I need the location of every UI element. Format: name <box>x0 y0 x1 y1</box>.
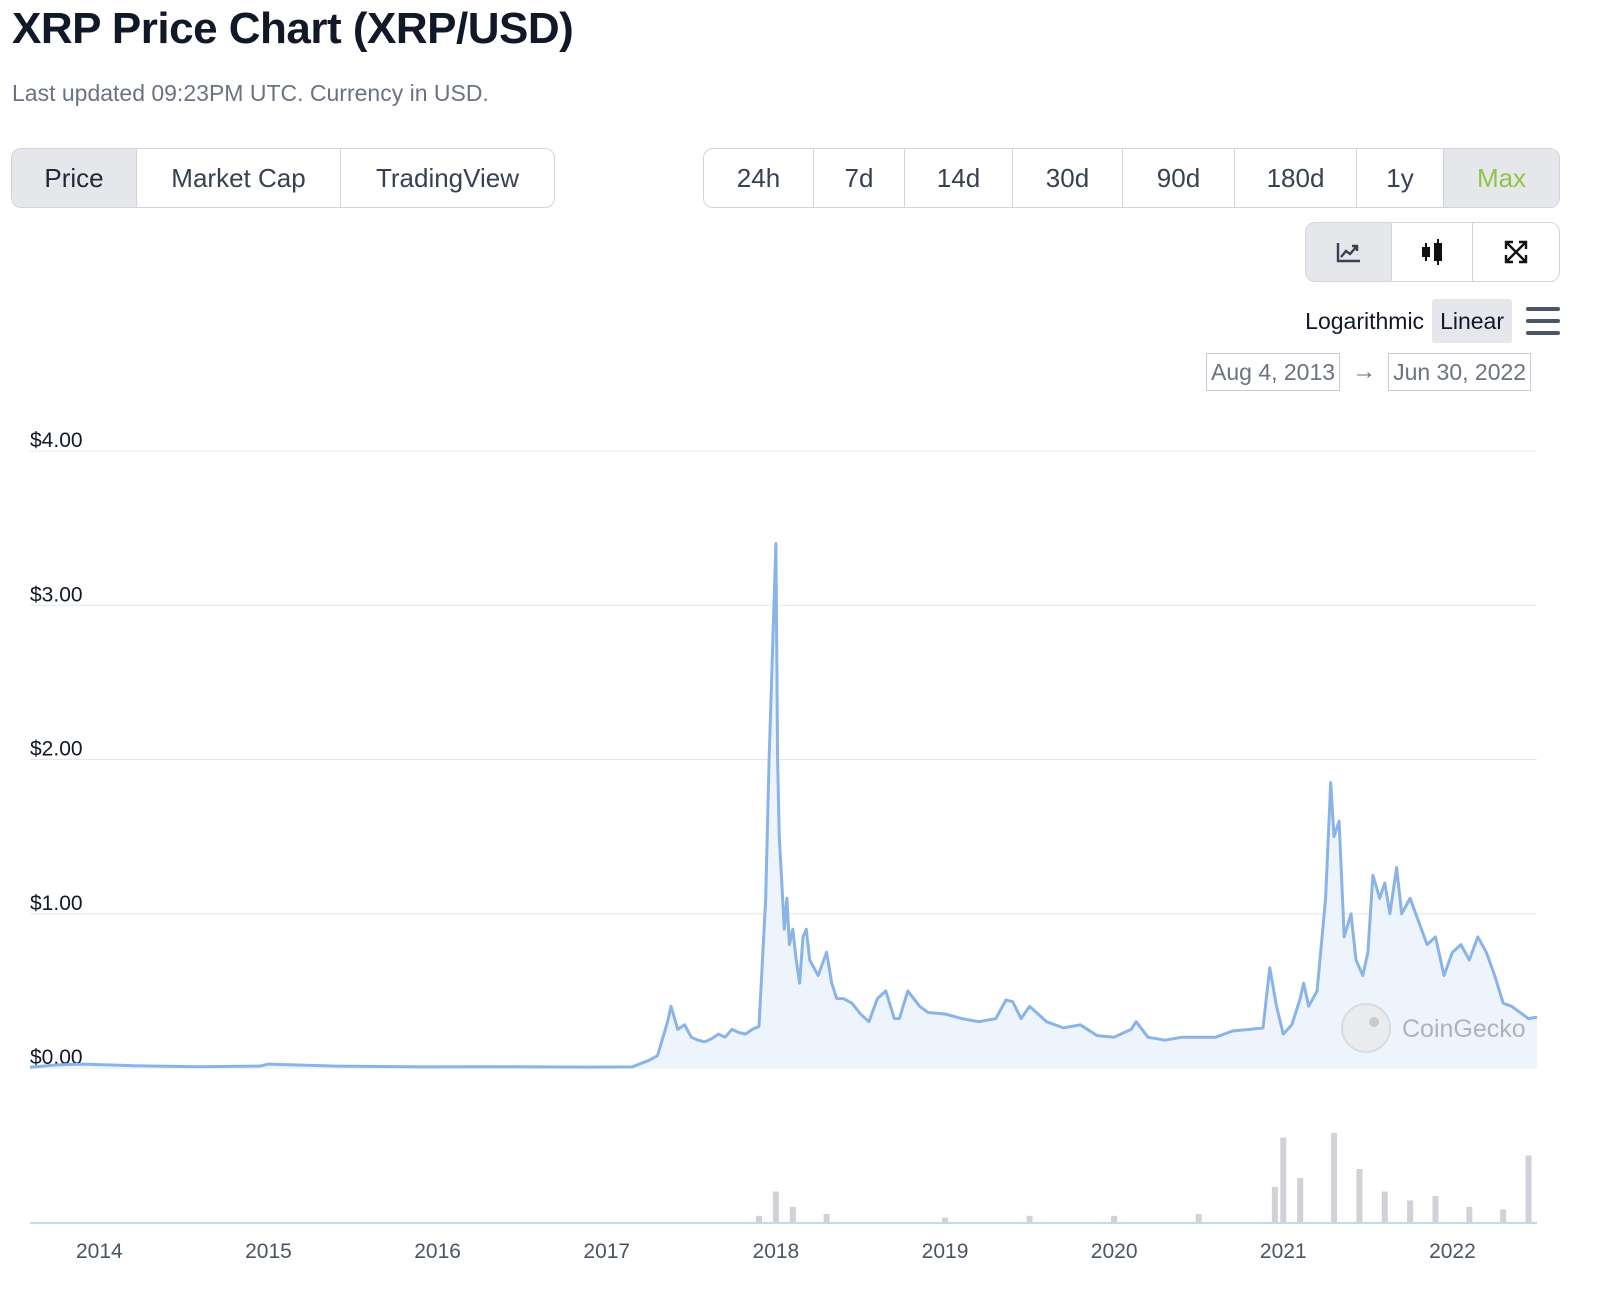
last-updated-text: Last updated 09:23PM UTC. Currency in US… <box>12 80 489 106</box>
price-line <box>29 542 1538 1069</box>
volume-bar <box>789 1206 796 1223</box>
range-1y-button[interactable]: 1y <box>1357 149 1444 207</box>
volume-bar <box>1331 1133 1338 1223</box>
x-tick-label: 2019 <box>922 1240 969 1263</box>
price-area <box>30 543 1537 1068</box>
arrow-right-icon: → <box>1352 358 1377 385</box>
range-24h-button[interactable]: 24h <box>704 149 814 207</box>
volume-bar <box>1432 1196 1439 1223</box>
volume-bar <box>1297 1178 1304 1223</box>
hamburger-menu-icon[interactable] <box>1526 307 1560 335</box>
volume-bar <box>823 1214 830 1223</box>
date-range: Aug 4, 2013 → Jun 30, 2022 <box>1206 352 1532 392</box>
volume-bar <box>1500 1209 1507 1223</box>
tab-tradingview[interactable]: TradingView <box>375 162 520 193</box>
watermark-text: CoinGecko <box>1402 1015 1526 1043</box>
scale-toggle: Logarithmic Linear <box>1297 298 1560 344</box>
range-30d-button[interactable]: 30d <box>1013 149 1123 207</box>
page-title: XRP Price Chart (XRP/USD) <box>12 4 574 53</box>
logarithmic-button[interactable]: Logarithmic <box>1305 307 1425 334</box>
metric-tab-group: Price Market Cap TradingView <box>11 148 555 208</box>
tab-price[interactable]: Price <box>12 149 137 207</box>
volume-bar <box>1280 1137 1287 1223</box>
volume-bar <box>942 1217 949 1223</box>
x-tick-label: 2016 <box>414 1240 461 1263</box>
volume-bar <box>1407 1200 1414 1223</box>
x-tick-label: 2020 <box>1091 1240 1138 1263</box>
x-tick-label: 2015 <box>245 1240 292 1263</box>
expand-icon <box>1504 240 1528 264</box>
y-axis-ticks: $0.00$1.00$2.00$3.00$4.00 <box>30 429 83 1069</box>
range-7d-button[interactable]: 7d <box>814 149 905 207</box>
chart-view-tab-group <box>1305 222 1560 282</box>
tab-market-cap[interactable]: Market Cap <box>137 149 341 207</box>
x-tick-label: 2018 <box>753 1240 800 1263</box>
linear-button[interactable]: Linear <box>1432 299 1512 343</box>
x-tick-label: 2021 <box>1260 1240 1307 1263</box>
volume-bar <box>755 1215 762 1223</box>
x-axis-ticks: 2014 2015 2016 2017 2018 2019 2020 2021 2022 <box>76 1240 1476 1263</box>
date-to-input[interactable]: Jun 30, 2022 <box>1388 353 1532 391</box>
line-chart-icon <box>1336 243 1360 263</box>
volume-bars <box>755 1133 1532 1223</box>
range-90d-button[interactable]: 90d <box>1123 149 1235 207</box>
y-tick-label: $4.00 <box>30 429 83 452</box>
fullscreen-button[interactable] <box>1473 223 1559 281</box>
coingecko-logo-icon <box>1341 1003 1391 1053</box>
range-180d-button[interactable]: 180d <box>1235 149 1357 207</box>
x-tick-label: 2014 <box>76 1240 123 1263</box>
x-tick-label: 2017 <box>583 1240 630 1263</box>
date-from-input[interactable]: Aug 4, 2013 <box>1206 353 1341 391</box>
range-tab-group: 24h 7d 14d 30d 90d 180d 1y Max <box>703 148 1560 208</box>
volume-bar <box>1381 1191 1388 1223</box>
candlestick-icon <box>1422 239 1442 265</box>
volume-bar <box>1026 1215 1033 1223</box>
range-max-button[interactable]: Max <box>1444 149 1559 207</box>
line-chart-button[interactable] <box>1306 223 1392 281</box>
volume-bar <box>1466 1206 1473 1223</box>
volume-bar <box>1271 1187 1278 1223</box>
candlestick-button[interactable] <box>1392 223 1473 281</box>
y-tick-label: $1.00 <box>30 892 83 915</box>
range-14d-button[interactable]: 14d <box>905 149 1013 207</box>
price-chart[interactable]: $0.00$1.00$2.00$3.00$4.00 2014 2015 2016 20… <box>0 400 1600 1292</box>
volume-bar <box>1111 1215 1118 1223</box>
volume-bar <box>772 1191 779 1223</box>
y-tick-label: $2.00 <box>30 738 83 761</box>
volume-bar <box>1356 1169 1363 1223</box>
volume-bar <box>1525 1155 1532 1223</box>
x-tick-label: 2022 <box>1429 1240 1476 1263</box>
volume-bar <box>1195 1214 1202 1223</box>
y-tick-label: $3.00 <box>30 583 83 606</box>
coingecko-watermark: CoinGecko <box>1341 1003 1526 1053</box>
